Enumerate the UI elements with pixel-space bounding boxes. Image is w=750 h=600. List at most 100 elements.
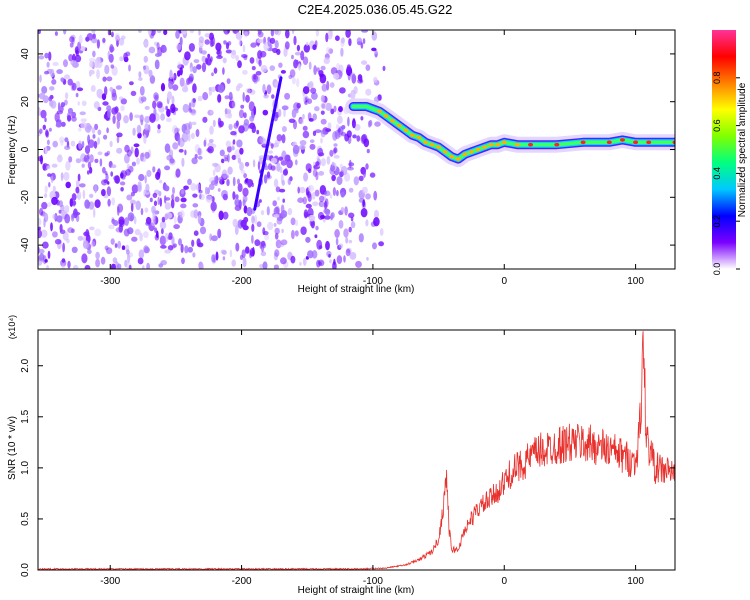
noise-speck (95, 251, 100, 260)
noise-speck (88, 201, 95, 210)
noise-speck (46, 165, 51, 170)
noise-speck (187, 132, 191, 142)
noise-speck (360, 208, 368, 218)
noise-speck (365, 219, 369, 227)
noise-speck (311, 92, 318, 100)
snr-line (38, 331, 675, 570)
noise-speck (297, 186, 301, 194)
noise-speck (95, 258, 100, 268)
noise-speck (143, 55, 148, 63)
noise-speck (203, 139, 207, 147)
noise-speck (362, 38, 366, 45)
noise-speck (295, 159, 298, 166)
noise-speck (239, 162, 244, 171)
noise-speck (72, 264, 79, 269)
noise-speck (180, 203, 187, 209)
noise-speck (158, 190, 162, 197)
noise-speck (329, 82, 335, 88)
noise-speck (224, 95, 230, 100)
noise-speck (207, 53, 211, 59)
snr-panel: -300 -200 -100 0 100 0.0 0.5 1.0 1.5 2.0 Height … (7, 315, 676, 596)
noise-speck (119, 181, 126, 186)
noise-speck (168, 80, 173, 90)
noise-speck (62, 242, 65, 253)
noise-speck (96, 88, 103, 99)
noise-speck (212, 119, 216, 128)
noise-speck (304, 212, 308, 218)
noise-speck (366, 148, 370, 154)
noise-speck (171, 194, 175, 200)
ridge-peak (462, 152, 468, 157)
noise-speck (51, 163, 58, 168)
noise-speck (110, 64, 115, 69)
noise-speck (260, 240, 266, 247)
noise-speck (266, 84, 272, 95)
noise-speck (38, 256, 42, 262)
noise-speck (144, 174, 147, 184)
noise-speck (329, 194, 333, 199)
noise-speck (191, 121, 197, 126)
noise-speck (42, 124, 46, 130)
noise-speck (281, 126, 287, 133)
noise-speck (193, 209, 199, 219)
noise-speck (130, 203, 134, 212)
noise-speck (243, 173, 248, 179)
noise-speck (49, 86, 55, 91)
ridge-peak (416, 135, 422, 140)
noise-speck (173, 243, 177, 248)
noise-speck (42, 241, 49, 249)
noise-speck (235, 55, 239, 61)
noise-speck (283, 48, 288, 57)
noise-speck (120, 98, 128, 105)
noise-speck (188, 108, 193, 113)
noise-speck (65, 161, 71, 171)
noise-speck (258, 199, 262, 203)
noise-speck (108, 224, 115, 230)
noise-speck (323, 57, 331, 65)
noise-speck (154, 59, 160, 70)
noise-speck (209, 39, 214, 48)
noise-speck (177, 136, 181, 146)
noise-speck (144, 151, 150, 159)
noise-speck (130, 146, 134, 154)
noise-speck (308, 214, 316, 222)
noise-speck (136, 124, 142, 135)
noise-speck (191, 157, 198, 165)
noise-speck (262, 83, 266, 94)
noise-speck (139, 86, 145, 96)
noise-speck (42, 163, 46, 171)
noise-speck (44, 193, 48, 199)
noise-speck (302, 196, 307, 205)
noise-speck (146, 169, 152, 178)
noise-speck (126, 149, 132, 157)
x-tick-label: 0 (501, 576, 507, 587)
noise-speck (112, 220, 119, 226)
noise-speck (249, 122, 256, 130)
noise-speck (281, 228, 284, 234)
noise-speck (161, 216, 166, 223)
noise-speck (328, 253, 331, 258)
noise-speck (354, 123, 361, 131)
snr-frame (37, 329, 676, 571)
noise-speck (160, 245, 167, 249)
colorbar-tick-label: 0.2 (712, 215, 722, 228)
noise-speck (110, 238, 115, 245)
noise-speck (332, 261, 337, 269)
noise-speck (67, 115, 72, 122)
noise-speck (140, 119, 144, 126)
noise-speck (144, 207, 149, 213)
noise-speck (64, 92, 69, 100)
noise-speck (114, 32, 120, 42)
y-tick-label: 20 (20, 96, 31, 108)
noise-speck (291, 77, 296, 85)
noise-speck (332, 187, 336, 196)
noise-speck (298, 63, 301, 71)
noise-speck (69, 36, 75, 43)
noise-speck (71, 82, 77, 91)
noise-speck (306, 98, 313, 104)
noise-speck (314, 234, 318, 239)
noise-speck (94, 184, 97, 194)
noise-speck (76, 194, 80, 199)
